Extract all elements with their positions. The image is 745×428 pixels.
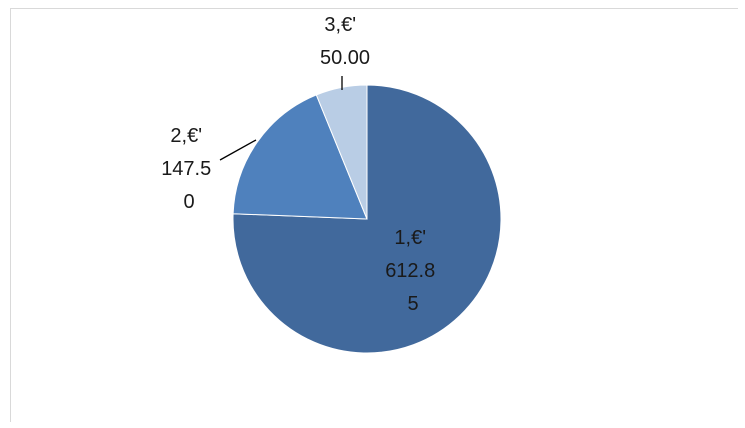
pie-slices (232, 84, 502, 354)
leader-line-slice-2 (219, 139, 257, 161)
data-label-slice-2-line-3: 0 (183, 191, 194, 213)
data-label-slice-2-line-2: 147.5 (161, 158, 211, 180)
data-label-slice-2-line-1: 2,€' (170, 125, 202, 147)
data-label-slice-3-line-1: 3,€' (324, 14, 356, 36)
pie-slice-3 (315, 84, 368, 220)
pie-slice-2 (232, 94, 368, 220)
chart-frame (10, 8, 738, 422)
leader-lines (219, 76, 343, 161)
data-label-slice-3-line-2: 50.00 (320, 47, 370, 69)
data-labels: 1,€' 612.8 5 2,€' 147.5 0 3,€' 50.00 (161, 14, 441, 315)
data-label-slice-2: 2,€' 147.5 0 (161, 125, 217, 213)
data-label-slice-1-line-2: 612.8 (385, 260, 435, 282)
data-label-slice-3: 3,€' 50.00 (320, 14, 370, 69)
data-label-slice-1: 1,€' 612.8 5 (385, 227, 441, 315)
data-label-slice-1-line-3: 5 (407, 293, 418, 315)
data-label-slice-1-line-1: 1,€' (394, 227, 426, 249)
